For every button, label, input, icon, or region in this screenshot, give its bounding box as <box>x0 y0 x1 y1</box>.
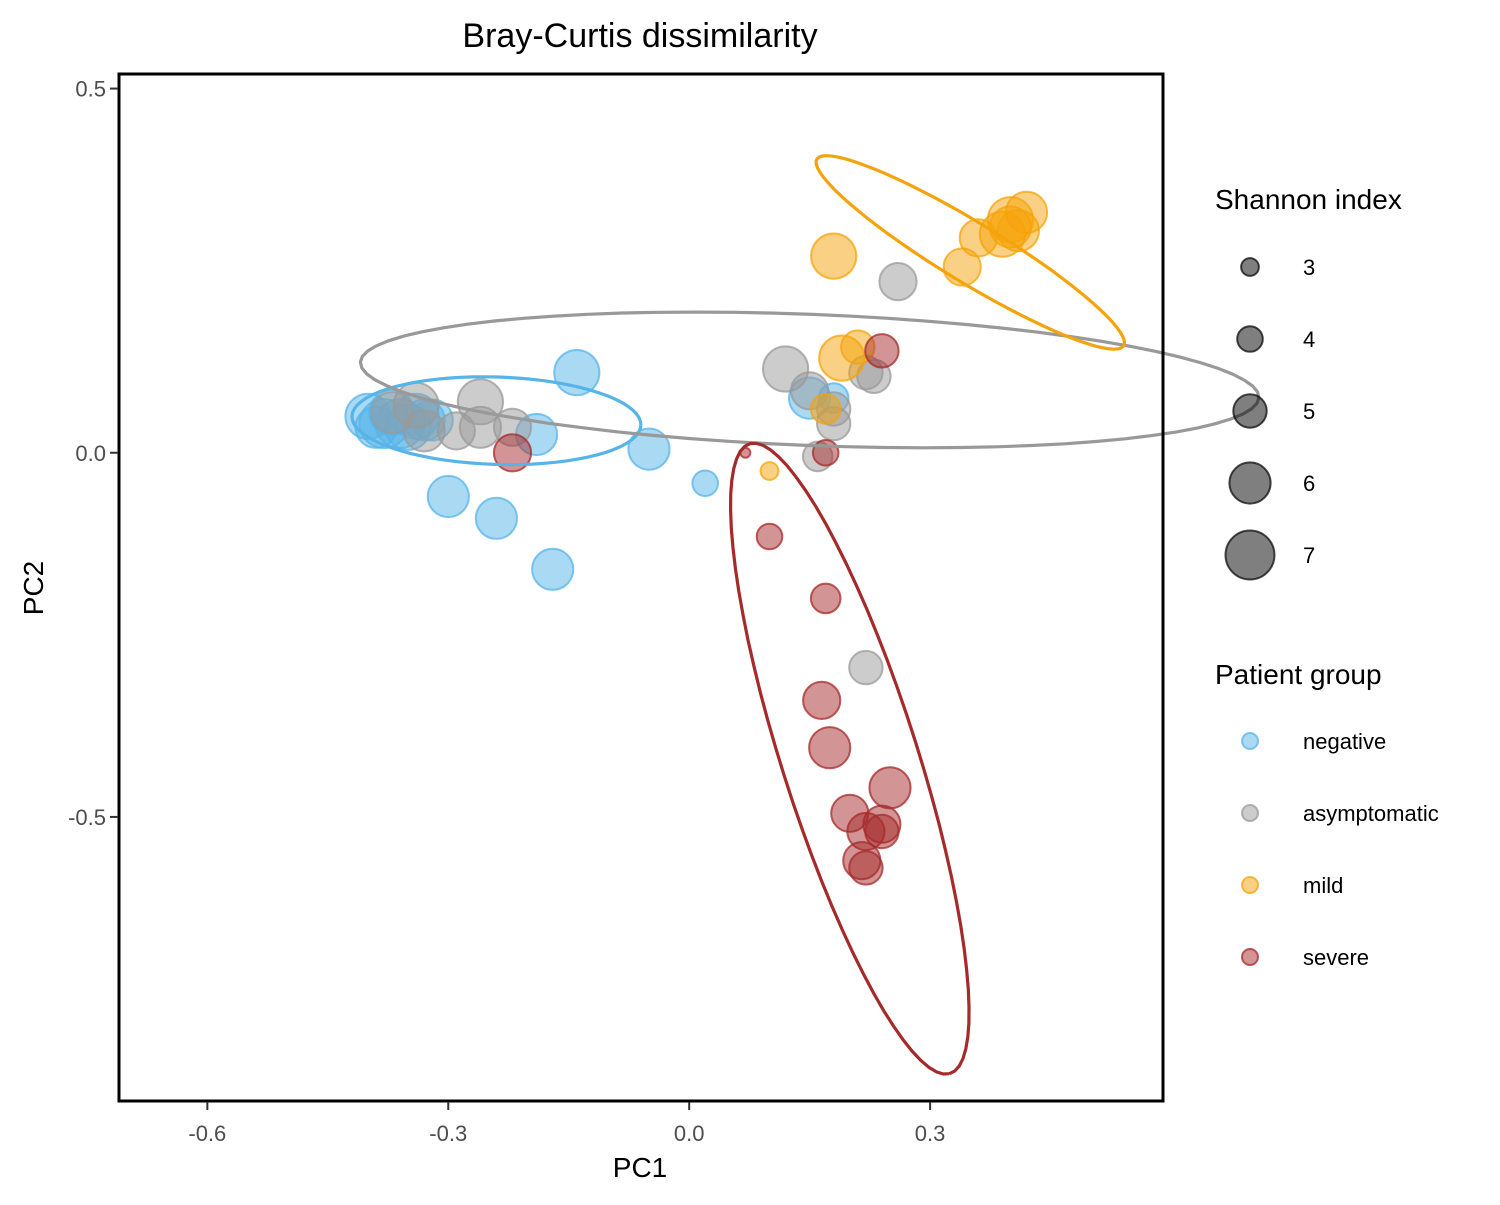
group-legend-items: negative asymptomatic mild severe <box>1241 729 1439 970</box>
group-legend-label: mild <box>1303 873 1343 898</box>
y-tick-label: -0.5 <box>68 805 106 830</box>
point-negative-14 <box>426 474 470 519</box>
point-asymptomatic-14 <box>878 262 918 302</box>
ellipse-mild <box>814 154 1127 351</box>
x-axis-title: PC1 <box>613 1152 667 1183</box>
size-legend-label: 5 <box>1303 399 1315 424</box>
point-negative-13 <box>691 469 720 498</box>
point-severe-5 <box>809 582 842 615</box>
x-tick-label: -0.3 <box>429 1121 467 1146</box>
ellipse-negative <box>350 375 643 467</box>
axes-layer: -0.6 -0.3 0.0 0.3 0.5 0.0 -0.5 <box>68 77 945 1146</box>
plot-title: Bray-Curtis dissimilarity <box>462 17 817 55</box>
size-legend-key-3 <box>1240 257 1260 277</box>
size-legend-key-7 <box>1224 529 1276 581</box>
size-legend-key-6 <box>1228 461 1272 505</box>
size-legend-label: 4 <box>1303 327 1315 352</box>
size-legend-label: 3 <box>1303 255 1315 280</box>
size-legend-key-5 <box>1232 393 1268 429</box>
group-legend-key-mild <box>1241 876 1259 894</box>
group-legend-key-severe <box>1241 948 1259 966</box>
x-tick-label: 0.3 <box>915 1121 946 1146</box>
point-severe-3 <box>811 439 840 467</box>
marks-layer <box>344 154 1261 1076</box>
group-legend-label: asymptomatic <box>1303 801 1439 826</box>
size-legend-label: 6 <box>1303 471 1315 496</box>
size-legend-items: 3 4 5 6 7 <box>1224 255 1315 581</box>
y-tick-label: 0.5 <box>75 77 106 102</box>
series-mild <box>759 190 1049 481</box>
point-negative-12 <box>627 427 671 471</box>
point-asymptomatic-16 <box>848 649 884 686</box>
size-legend-key-4 <box>1236 325 1264 353</box>
size-legend-label: 7 <box>1303 543 1315 568</box>
point-severe-13 <box>864 813 900 850</box>
group-legend-label: severe <box>1303 945 1369 970</box>
group-legend-label: negative <box>1303 729 1386 754</box>
point-severe-15 <box>848 850 884 886</box>
point-severe-1 <box>492 433 533 473</box>
group-legend-title: Patient group <box>1215 659 1382 690</box>
point-mild-12 <box>759 461 780 481</box>
x-tick-label: 0.0 <box>674 1121 705 1146</box>
group-legend: Patient group negative asymptomatic mild se… <box>1215 659 1439 970</box>
x-tick-label: -0.6 <box>188 1121 226 1146</box>
size-legend-title: Shannon index <box>1215 184 1402 215</box>
point-severe-7 <box>802 680 842 721</box>
point-negative-11 <box>553 349 601 397</box>
point-mild-1 <box>810 232 858 280</box>
point-severe-9 <box>868 766 912 810</box>
y-tick-label: 0.0 <box>75 441 106 466</box>
point-severe-4 <box>755 522 784 551</box>
point-severe-8 <box>808 726 852 770</box>
group-legend-key-asymptomatic <box>1241 804 1259 822</box>
y-axis-title: PC2 <box>18 561 49 615</box>
group-legend-key-negative <box>1241 732 1259 750</box>
point-severe-6 <box>864 333 900 369</box>
size-legend: Shannon index 3 4 5 6 7 <box>1215 184 1402 581</box>
plot-frame <box>117 72 1165 1103</box>
point-negative-15 <box>474 496 518 540</box>
point-mild-11 <box>809 393 842 425</box>
point-negative-16 <box>531 547 575 591</box>
ellipse-asymptomatic <box>358 310 1261 450</box>
ellipse-severe <box>728 441 971 1076</box>
series-severe <box>492 333 912 886</box>
